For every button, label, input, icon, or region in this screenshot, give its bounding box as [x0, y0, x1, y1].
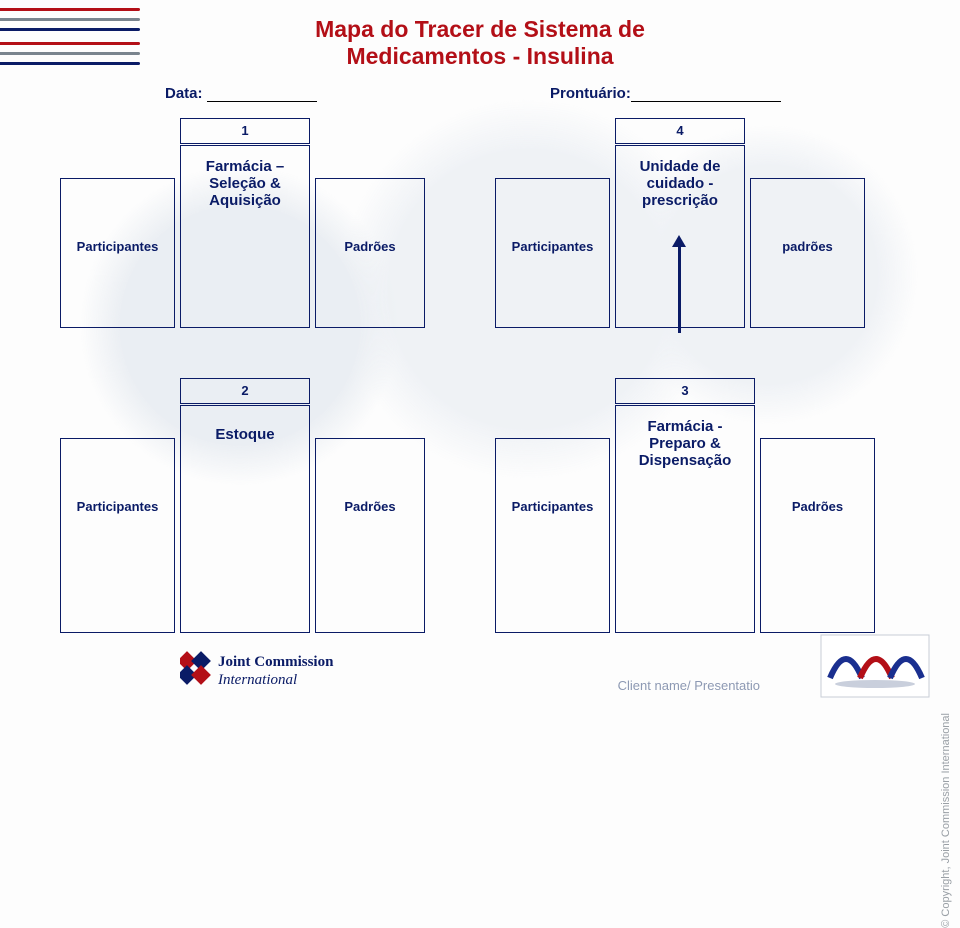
- r1-padroes-f: padrões: [750, 178, 865, 328]
- r2-farmacia: Farmácia - Preparo & Dispensação: [615, 405, 755, 633]
- r2-participantes-d: Participantes: [495, 438, 610, 633]
- r2-padroes-c: Padrões: [315, 438, 425, 633]
- r1-padroes-f-label: padrões: [751, 239, 864, 254]
- r1-participantes-a: Participantes: [60, 178, 175, 328]
- r2-farmacia-l2: Preparo &: [616, 435, 754, 452]
- jci-logo: Joint Commission International: [180, 650, 370, 697]
- r1-unidade-l2: cuidado -: [616, 175, 744, 192]
- num-box-4: 4: [615, 118, 745, 144]
- r1-participantes-d: Participantes: [495, 178, 610, 328]
- page-title: Mapa do Tracer de Sistema de Medicamento…: [0, 16, 960, 70]
- r1-farmacia: Farmácia – Seleção & Aquisição: [180, 145, 310, 328]
- r2-estoque: Estoque: [180, 405, 310, 633]
- num-3: 3: [616, 379, 754, 398]
- r2-participantes-a: Participantes: [60, 438, 175, 633]
- r1-participantes-a-label: Participantes: [61, 239, 174, 254]
- copyright-text: © Copyright, Joint Commission Internatio…: [940, 713, 952, 928]
- lba-logo: [820, 634, 930, 703]
- prontuario-label-text: Prontuário:: [550, 85, 631, 102]
- r2-participantes-d-label: Participantes: [496, 499, 609, 514]
- r2-estoque-label: Estoque: [181, 426, 309, 443]
- r1-farmacia-l3: Aquisição: [181, 192, 309, 209]
- r1-farmacia-l2: Seleção &: [181, 175, 309, 192]
- r1-unidade-l1: Unidade de: [616, 158, 744, 175]
- r1-padroes-c: Padrões: [315, 178, 425, 328]
- r2-padroes-f: Padrões: [760, 438, 875, 633]
- data-label-text: Data:: [165, 85, 203, 102]
- num-4: 4: [616, 119, 744, 138]
- r1-participantes-d-label: Participantes: [496, 239, 609, 254]
- num-1: 1: [181, 119, 309, 138]
- title-line2: Medicamentos - Insulina: [0, 43, 960, 70]
- prontuario-label: Prontuário:: [550, 85, 781, 102]
- client-name-footer: Client name/ Presentatio: [618, 678, 760, 693]
- r1-unidade-l3: prescrição: [616, 192, 744, 209]
- r1-farmacia-l1: Farmácia –: [181, 158, 309, 175]
- num-box-1: 1: [180, 118, 310, 144]
- r2-farmacia-l3: Dispensação: [616, 452, 754, 469]
- up-arrow: [678, 245, 681, 333]
- num-box-2: 2: [180, 378, 310, 404]
- title-line1: Mapa do Tracer de Sistema de: [0, 16, 960, 43]
- svg-text:International: International: [217, 672, 297, 688]
- data-label: Data:: [165, 85, 317, 102]
- r2-padroes-c-label: Padrões: [316, 499, 424, 514]
- num-2: 2: [181, 379, 309, 398]
- svg-text:Joint Commission: Joint Commission: [218, 654, 334, 670]
- r2-participantes-a-label: Participantes: [61, 499, 174, 514]
- r2-farmacia-l1: Farmácia -: [616, 418, 754, 435]
- r1-padroes-c-label: Padrões: [316, 239, 424, 254]
- num-box-3: 3: [615, 378, 755, 404]
- r2-padroes-f-label: Padrões: [761, 499, 874, 514]
